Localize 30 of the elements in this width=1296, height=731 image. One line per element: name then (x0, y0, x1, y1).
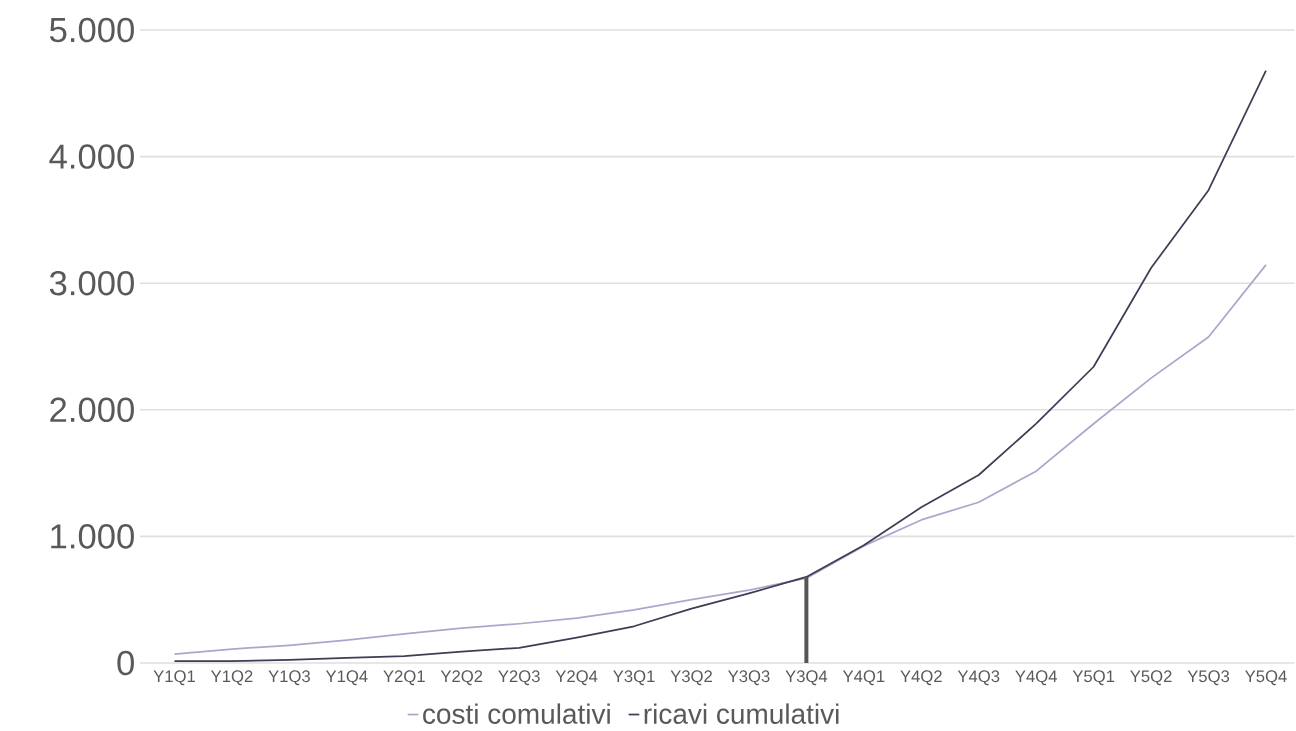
y-tick-label: 0 (117, 650, 134, 676)
x-tick-label: Y5Q4 (1245, 670, 1287, 686)
x-tick-label: Y3Q3 (728, 670, 770, 686)
x-tick-label: Y5Q2 (1130, 670, 1172, 686)
x-tick-label: Y3Q1 (613, 670, 655, 686)
line-series (173, 263, 1267, 656)
x-tick-label: Y3Q4 (785, 670, 828, 686)
x-tick-label: Y2Q1 (383, 670, 425, 686)
x-tick-label: Y4Q2 (900, 670, 942, 686)
x-tick-label: Y2Q4 (555, 670, 598, 686)
y-tick-label: 2.000 (50, 397, 134, 423)
x-tick-label: Y1Q2 (210, 670, 253, 686)
x-tick-label: Y4Q4 (1015, 670, 1057, 686)
x-tick-label: Y3Q2 (670, 670, 712, 686)
x-tick-label: Y1Q3 (268, 670, 310, 686)
y-tick-label: 5.000 (49, 17, 134, 43)
y-tick-label: 3.000 (49, 270, 134, 296)
x-tick-label: Y1Q1 (153, 670, 195, 686)
x-tick-label: Y5Q1 (1072, 670, 1115, 686)
y-tick-label: 4.000 (49, 144, 134, 169)
x-tick-label: Y4Q1 (842, 670, 885, 686)
x-tick-label: Y2Q3 (498, 670, 540, 686)
legend-label: ricavi cumulativi (644, 703, 839, 724)
x-tick-label: Y5Q3 (1187, 670, 1230, 686)
line-series (173, 69, 1267, 662)
x-tick-label: Y1Q4 (325, 670, 368, 686)
x-tick-label: Y4Q3 (957, 670, 1000, 686)
x-tick-label: Y2Q2 (440, 670, 483, 686)
legend-label: costi comulativi (423, 703, 610, 724)
y-tick-label: 1.000 (51, 524, 134, 549)
